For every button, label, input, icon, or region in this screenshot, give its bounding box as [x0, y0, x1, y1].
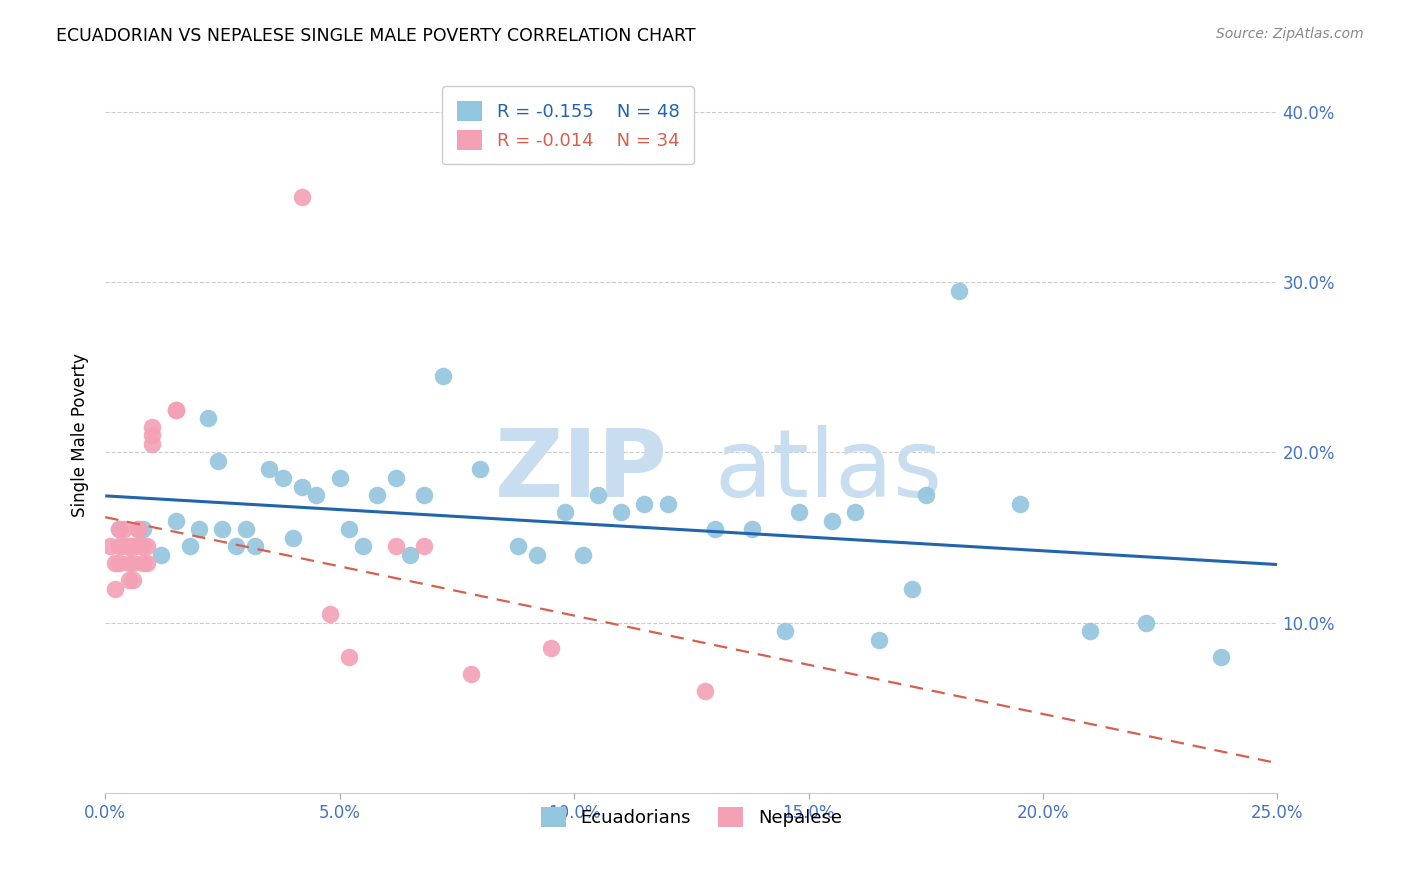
Point — [122, 556, 145, 570]
Point — [432, 368, 454, 383]
Point — [245, 539, 267, 553]
Point — [207, 454, 229, 468]
Point — [540, 641, 562, 656]
Point — [948, 284, 970, 298]
Point — [572, 548, 595, 562]
Point — [188, 522, 211, 536]
Point — [385, 539, 408, 553]
Point — [136, 539, 159, 553]
Point — [741, 522, 763, 536]
Point — [305, 488, 328, 502]
Point — [127, 522, 149, 536]
Point — [104, 582, 127, 596]
Point — [273, 471, 295, 485]
Point — [844, 505, 866, 519]
Point — [118, 539, 141, 553]
Point — [291, 190, 314, 204]
Point — [225, 539, 247, 553]
Point — [366, 488, 388, 502]
Text: atlas: atlas — [714, 425, 943, 517]
Point — [108, 522, 131, 536]
Point — [165, 402, 187, 417]
Point — [337, 522, 360, 536]
Point — [554, 505, 576, 519]
Text: ECUADORIAN VS NEPALESE SINGLE MALE POVERTY CORRELATION CHART: ECUADORIAN VS NEPALESE SINGLE MALE POVER… — [56, 27, 696, 45]
Point — [118, 556, 141, 570]
Text: Source: ZipAtlas.com: Source: ZipAtlas.com — [1216, 27, 1364, 41]
Point — [633, 497, 655, 511]
Point — [281, 531, 304, 545]
Point — [413, 539, 436, 553]
Point — [132, 556, 155, 570]
Point — [821, 514, 844, 528]
Point — [127, 522, 149, 536]
Point — [773, 624, 796, 639]
Point — [165, 402, 187, 417]
Point — [868, 632, 890, 647]
Point — [1008, 497, 1031, 511]
Point — [787, 505, 810, 519]
Point — [914, 488, 936, 502]
Point — [179, 539, 201, 553]
Point — [399, 548, 422, 562]
Y-axis label: Single Male Poverty: Single Male Poverty — [72, 353, 89, 517]
Text: ZIP: ZIP — [495, 425, 668, 517]
Point — [122, 574, 145, 588]
Point — [165, 514, 187, 528]
Point — [695, 684, 717, 698]
Point — [506, 539, 529, 553]
Point — [703, 522, 725, 536]
Point — [108, 556, 131, 570]
Point — [141, 428, 163, 442]
Point — [1211, 650, 1233, 665]
Point — [150, 548, 173, 562]
Point — [526, 548, 548, 562]
Point — [132, 539, 155, 553]
Point — [112, 539, 135, 553]
Point — [104, 556, 127, 570]
Point — [141, 420, 163, 434]
Point — [413, 488, 436, 502]
Point — [112, 522, 135, 536]
Point — [141, 437, 163, 451]
Point — [108, 522, 131, 536]
Point — [197, 411, 219, 425]
Point — [235, 522, 257, 536]
Point — [108, 539, 131, 553]
Point — [98, 539, 121, 553]
Point — [900, 582, 922, 596]
Point — [586, 488, 609, 502]
Point — [136, 556, 159, 570]
Point — [610, 505, 633, 519]
Point — [291, 479, 314, 493]
Point — [352, 539, 374, 553]
Legend: Ecuadorians, Nepalese: Ecuadorians, Nepalese — [533, 800, 849, 834]
Point — [259, 462, 281, 476]
Point — [337, 650, 360, 665]
Point — [1135, 615, 1157, 630]
Point — [122, 539, 145, 553]
Point — [319, 607, 342, 622]
Point — [127, 539, 149, 553]
Point — [118, 574, 141, 588]
Point — [385, 471, 408, 485]
Point — [211, 522, 233, 536]
Point — [470, 462, 492, 476]
Point — [329, 471, 352, 485]
Point — [1078, 624, 1101, 639]
Point — [460, 667, 482, 681]
Point — [657, 497, 679, 511]
Point — [132, 522, 155, 536]
